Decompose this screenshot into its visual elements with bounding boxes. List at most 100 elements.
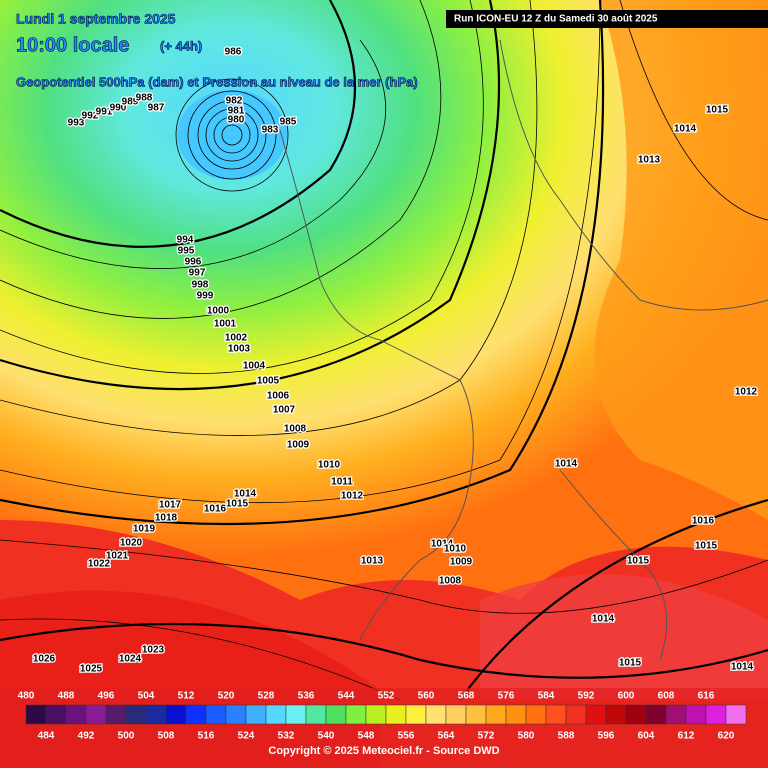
isobar-label: 1023 (142, 645, 165, 656)
isobar-label: 995 (178, 246, 195, 257)
date: Lundi 1 septembre 2025 (16, 11, 176, 27)
isobar-label: 1009 (450, 557, 473, 568)
legend-label: 508 (158, 731, 175, 742)
legend-swatch (345, 704, 367, 725)
legend-label: 564 (438, 731, 455, 742)
legend-swatch (325, 704, 347, 725)
legend-swatch (685, 704, 707, 725)
legend-label: 612 (678, 731, 695, 742)
legend-label: 616 (698, 691, 715, 702)
isobar-label: 987 (148, 103, 165, 114)
low-core (177, 90, 287, 180)
legend-swatch (625, 704, 647, 725)
legend-swatch (445, 704, 467, 725)
legend-swatch (605, 704, 627, 725)
legend-label: 592 (578, 691, 595, 702)
legend-label: 576 (498, 691, 515, 702)
isobar-label: 1016 (204, 504, 227, 515)
time: 10:00 locale (16, 34, 129, 56)
legend-swatch (705, 704, 727, 725)
legend-label: 600 (618, 691, 635, 702)
lead-time: (+ 44h) (160, 38, 202, 53)
legend-label: 520 (218, 691, 235, 702)
legend-swatch (725, 704, 747, 725)
legend-label: 588 (558, 731, 575, 742)
isobar-label: 1010 (318, 460, 341, 471)
isobar-label: 991 (96, 107, 113, 118)
isobar-label: 1020 (120, 538, 143, 549)
legend-label: 524 (238, 731, 255, 742)
isobar-label: 1000 (207, 306, 230, 317)
isobar-label: 1015 (619, 658, 642, 669)
isobar-label: 985 (280, 117, 297, 128)
legend-swatch (265, 704, 287, 725)
isobar-label: 1010 (444, 544, 467, 555)
isobar-label: 980 (228, 115, 245, 126)
legend-label: 484 (38, 731, 55, 742)
isobar-label: 982 (226, 96, 243, 107)
isobar-label: 1014 (431, 539, 454, 550)
legend-swatch (145, 704, 167, 725)
isobar-label: 989 (122, 97, 139, 108)
legend-label: 548 (358, 731, 375, 742)
isobar-label: 1026 (33, 654, 56, 665)
legend-swatch (365, 704, 387, 725)
isobar-label: 1012 (341, 491, 364, 502)
legend-label: 496 (98, 691, 115, 702)
geopotential-lines (0, 0, 768, 701)
isobar-label: 996 (185, 257, 202, 268)
legend-label: 516 (198, 731, 215, 742)
legend-swatch (285, 704, 307, 725)
legend-swatch (225, 704, 247, 725)
legend-backdrop (0, 688, 768, 768)
isobar-label: 1011 (331, 477, 353, 488)
isobar-label: 1014 (555, 459, 578, 470)
legend-label: 492 (78, 731, 95, 742)
copyright: Copyright © 2025 Meteociel.fr - Source D… (268, 745, 499, 757)
isobar-label: 1002 (225, 333, 248, 344)
warm-area (594, 0, 768, 520)
legend-label: 532 (278, 731, 295, 742)
isobar-label: 992 (82, 111, 99, 122)
isobar-label: 1003 (228, 344, 251, 355)
legend-swatch (405, 704, 427, 725)
color-legend: 480 484 488 492 496 500 504 508 512 516 520 524 528 5… (18, 691, 747, 742)
isobar-label: 983 (262, 125, 279, 136)
legend-label: 504 (138, 691, 155, 702)
legend-label: 560 (418, 691, 435, 702)
legend-label: 568 (458, 691, 475, 702)
run-banner (446, 10, 768, 28)
isobar-label: 1008 (284, 424, 307, 435)
isobar-label: 988 (136, 93, 153, 104)
isobar-label: 990 (110, 103, 127, 114)
isobar-label: 1013 (638, 155, 661, 166)
legend-swatch (665, 704, 687, 725)
run-info: Run ICON-EU 12 Z du Samedi 30 août 2025 (454, 14, 658, 25)
legend-swatch (385, 704, 407, 725)
isobar-label: 993 (68, 118, 85, 129)
legend-label: 500 (118, 731, 135, 742)
legend-label: 544 (338, 691, 355, 702)
isobar-label: 1019 (133, 524, 156, 535)
isobar-label: 981 (228, 106, 245, 117)
legend-swatch (105, 704, 127, 725)
legend-label: 584 (538, 691, 555, 702)
isobar-label: 1009 (287, 440, 310, 451)
isobar-label: 1001 (214, 319, 237, 330)
legend-swatch (205, 704, 227, 725)
legend-swatch (45, 704, 67, 725)
legend-swatch (65, 704, 87, 725)
isobar-label: 1015 (695, 541, 718, 552)
legend-label: 572 (478, 731, 495, 742)
isobar-label: 1024 (119, 654, 142, 665)
isobar-label: 1016 (692, 516, 715, 527)
isobar-label: 1012 (735, 387, 758, 398)
legend-swatch (525, 704, 547, 725)
isobar-label: 1014 (731, 662, 754, 673)
isobar-label: 1006 (267, 391, 290, 402)
coastlines (279, 39, 768, 661)
isobar-label: 997 (189, 268, 206, 279)
legend-label: 556 (398, 731, 415, 742)
